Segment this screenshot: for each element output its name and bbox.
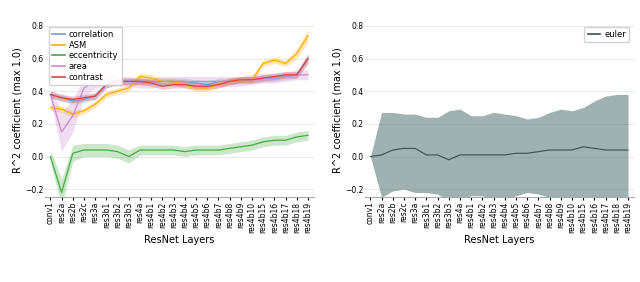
X-axis label: ResNet Layers: ResNet Layers <box>464 235 534 245</box>
Y-axis label: R^2 coefficient (max 1.0): R^2 coefficient (max 1.0) <box>12 47 22 173</box>
Y-axis label: R^2 coefficient (max 1.0): R^2 coefficient (max 1.0) <box>332 47 342 173</box>
Legend: euler: euler <box>584 27 629 42</box>
X-axis label: ResNet Layers: ResNet Layers <box>144 235 214 245</box>
Legend: correlation, ASM, eccentricity, area, contrast: correlation, ASM, eccentricity, area, co… <box>49 27 122 85</box>
